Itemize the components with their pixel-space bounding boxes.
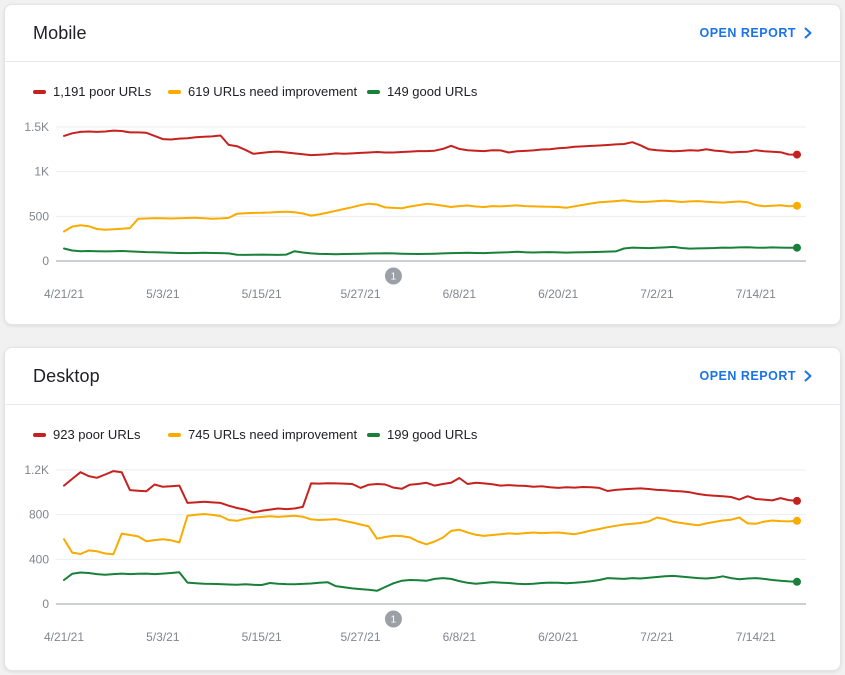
series-line-urls-need-improvement	[63, 513, 798, 556]
series-line-urls-need-improvement	[63, 199, 798, 233]
open-report-label: OPEN REPORT	[699, 369, 796, 383]
x-tick-label: 7/2/21	[640, 630, 674, 644]
x-tick-label: 4/21/21	[44, 630, 84, 644]
annotation-badge[interactable]	[384, 267, 402, 285]
poor-series-dash-icon	[33, 432, 46, 437]
need-improvement-series-dash-icon	[168, 89, 181, 94]
legend-desktop: 923 poor URLs 745 URLs need improvement …	[5, 405, 840, 458]
legend-label-poor: 1,191 poor URLs	[53, 84, 152, 99]
open-report-label: OPEN REPORT	[699, 26, 796, 40]
legend-item-good[interactable]: 199 good URLs	[367, 427, 477, 442]
series-line-good-urls	[63, 245, 798, 256]
series-end-dot	[793, 150, 801, 159]
x-tick-label: 7/14/21	[736, 630, 776, 644]
good-series-dash-icon	[367, 432, 380, 437]
x-tick-label: 5/3/21	[146, 630, 180, 644]
series-end-dot	[793, 577, 801, 586]
card-mobile: Mobile OPEN REPORT 1,191 poor URLs 619 U…	[4, 4, 841, 325]
x-tick-label: 7/2/21	[640, 287, 674, 301]
series-end-dot	[793, 243, 801, 252]
need-improvement-series-dash-icon	[168, 432, 181, 437]
annotation-badge[interactable]	[384, 610, 402, 628]
legend-item-poor[interactable]: 923 poor URLs	[33, 427, 168, 442]
x-tick-label: 6/20/21	[538, 287, 578, 301]
series-end-dot	[793, 496, 801, 505]
legend-label-poor: 923 poor URLs	[53, 427, 141, 442]
y-tick-label: 500	[29, 209, 49, 223]
x-tick-label: 6/20/21	[538, 630, 578, 644]
legend-item-need-improvement[interactable]: 745 URLs need improvement	[168, 427, 367, 442]
y-tick-label: 0	[42, 597, 49, 611]
x-tick-label: 7/14/21	[736, 287, 776, 301]
legend-mobile: 1,191 poor URLs 619 URLs need improvemen…	[5, 62, 840, 115]
legend-label-good: 199 good URLs	[387, 427, 478, 442]
x-tick-label: 5/27/21	[340, 630, 380, 644]
page-title-desktop: Desktop	[33, 365, 100, 386]
x-tick-label: 5/3/21	[146, 287, 180, 301]
legend-item-good[interactable]: 149 good URLs	[367, 84, 477, 99]
x-tick-label: 5/27/21	[340, 287, 380, 301]
x-tick-label: 5/15/21	[242, 630, 282, 644]
chevron-right-icon	[800, 368, 816, 384]
page-title-mobile: Mobile	[33, 22, 87, 43]
y-tick-label: 400	[29, 552, 49, 566]
series-line-poor-urls	[63, 129, 798, 157]
card-desktop-header: Desktop OPEN REPORT	[5, 348, 840, 405]
annotation-badge-label: 1	[391, 615, 397, 626]
y-tick-label: 1K	[34, 165, 49, 179]
card-desktop: Desktop OPEN REPORT 923 poor URLs 745 UR…	[4, 347, 841, 671]
annotation-badge-label: 1	[391, 272, 397, 283]
mobile-line-chart[interactable]: 0 500 1K 1.5K 4/21/21 5/3/21 5/15/21 5/27/21 6/8…	[5, 115, 841, 315]
chevron-right-icon	[800, 25, 816, 41]
x-tick-label: 4/21/21	[44, 287, 84, 301]
desktop-line-chart[interactable]: 0 400 800 1.2K 4/21/21 5/3/21 5/15/21 5/27/21 6/…	[5, 458, 841, 658]
open-report-link-mobile[interactable]: OPEN REPORT	[700, 25, 817, 41]
series-end-dot	[793, 201, 801, 210]
y-tick-label: 1.2K	[24, 463, 49, 477]
x-tick-label: 5/15/21	[242, 287, 282, 301]
x-tick-label: 6/8/21	[443, 630, 477, 644]
legend-item-poor[interactable]: 1,191 poor URLs	[33, 84, 168, 99]
series-end-dot	[793, 516, 801, 525]
poor-series-dash-icon	[33, 89, 46, 94]
y-tick-label: 1.5K	[24, 120, 49, 134]
series-line-good-urls	[63, 571, 798, 592]
x-tick-label: 6/8/21	[443, 287, 477, 301]
legend-item-need-improvement[interactable]: 619 URLs need improvement	[168, 84, 367, 99]
open-report-link-desktop[interactable]: OPEN REPORT	[700, 368, 817, 384]
good-series-dash-icon	[367, 89, 380, 94]
y-tick-label: 800	[29, 508, 49, 522]
legend-label-need-improvement: 619 URLs need improvement	[188, 84, 358, 99]
legend-label-need-improvement: 745 URLs need improvement	[188, 427, 358, 442]
y-tick-label: 0	[42, 254, 49, 268]
card-mobile-header: Mobile OPEN REPORT	[5, 5, 840, 62]
legend-label-good: 149 good URLs	[387, 84, 478, 99]
series-line-poor-urls	[63, 470, 798, 514]
